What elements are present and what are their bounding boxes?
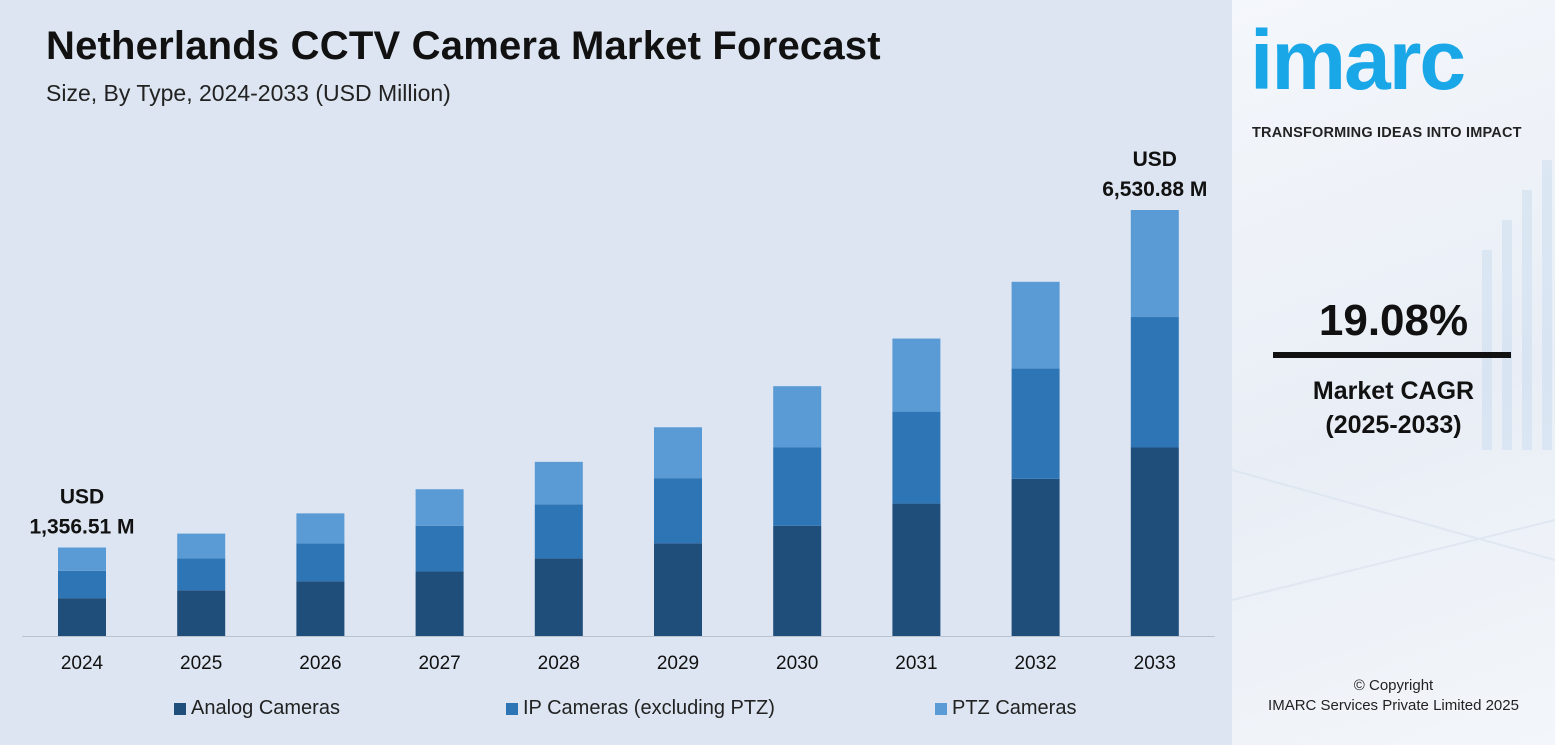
chart-legend: Analog Cameras IP Cameras (excluding PTZ)… xyxy=(0,697,1232,723)
bar-2030-series-0 xyxy=(773,525,822,636)
bar-2026-series-2 xyxy=(296,513,345,544)
cagr-divider xyxy=(1273,352,1511,358)
bar-2027-series-0 xyxy=(415,571,464,636)
bar-2032-series-0 xyxy=(1011,478,1060,636)
x-tick-label-2029: 2029 xyxy=(657,653,699,674)
x-tick-label-2025: 2025 xyxy=(180,653,222,674)
chart-subtitle: Size, By Type, 2024-2033 (USD Million) xyxy=(46,80,451,106)
copyright-line2: IMARC Services Private Limited 2025 xyxy=(1268,697,1519,714)
x-tick-label-2031: 2031 xyxy=(895,653,937,674)
bar-2031-series-1 xyxy=(892,411,941,504)
bar-2032-series-2 xyxy=(1011,281,1060,369)
bar-2024-series-0 xyxy=(58,598,106,636)
total-label-2024-line2: 1,356.51 M xyxy=(29,516,134,539)
bar-2030-series-2 xyxy=(773,386,822,448)
bar-2032-series-1 xyxy=(1011,368,1060,479)
bar-2033-series-1 xyxy=(1130,317,1179,448)
background-decoration xyxy=(1232,160,1555,601)
total-label-2033-line2: 6,530.88 M xyxy=(1102,178,1207,201)
bar-2031-series-2 xyxy=(892,338,941,412)
bar-2031-series-0 xyxy=(892,503,941,636)
stacked-bar-chart: 2024 2025 2026 2027 2028 2029 2030 2031 2032 2033… xyxy=(22,148,1215,674)
bar-2033-series-2 xyxy=(1130,210,1179,318)
cagr-label: Market CAGR (2025-2033) xyxy=(1232,374,1555,442)
bar-2026-series-1 xyxy=(296,543,345,582)
x-tick-label-2030: 2030 xyxy=(776,653,818,674)
x-tick-label-2024: 2024 xyxy=(61,653,104,674)
legend-swatch-2 xyxy=(935,702,947,715)
bar-2029-series-2 xyxy=(654,427,702,479)
bar-2028-series-2 xyxy=(534,461,583,505)
x-tick-label-2032: 2032 xyxy=(1014,653,1056,674)
cagr-label-line1: Market CAGR xyxy=(1312,377,1475,405)
bar-2030-series-1 xyxy=(773,447,822,526)
logo-tagline: TRANSFORMING IDEAS INTO IMPACT xyxy=(1252,125,1522,141)
bar-2029-series-1 xyxy=(654,478,702,544)
legend-swatch-0 xyxy=(174,702,186,715)
info-panel: imarc TRANSFORMING IDEAS INTO IMPACT 19.… xyxy=(1232,0,1555,745)
x-tick-label-2028: 2028 xyxy=(538,653,580,674)
cagr-value: 19.08% xyxy=(1318,296,1469,345)
x-tick-label-2026: 2026 xyxy=(299,653,341,674)
cagr-label-line2: (2025-2033) xyxy=(1325,411,1462,439)
total-label-2033-line1: USD xyxy=(1133,148,1177,171)
bar-2024-series-1 xyxy=(58,570,106,599)
legend-item-0: Analog Cameras xyxy=(174,697,340,720)
bar-2029-series-0 xyxy=(654,543,702,636)
logo-wordmark: imarc xyxy=(1250,13,1466,107)
bar-2027-series-2 xyxy=(415,489,464,526)
bar-2028-series-0 xyxy=(534,558,583,636)
chart-panel: Netherlands CCTV Camera Market Forecast … xyxy=(0,0,1232,745)
bar-2033-series-0 xyxy=(1130,447,1179,636)
bar-2025-series-1 xyxy=(177,558,226,591)
bar-2026-series-0 xyxy=(296,581,345,636)
legend-item-1: IP Cameras (excluding PTZ) xyxy=(506,697,775,720)
copyright-line1: © Copyright xyxy=(1353,677,1434,694)
bar-2025-series-2 xyxy=(177,533,226,559)
legend-label-1: IP Cameras (excluding PTZ) xyxy=(523,697,775,719)
copyright: © Copyright IMARC Services Private Limit… xyxy=(1232,676,1555,716)
bar-2027-series-1 xyxy=(415,525,464,572)
legend-label-2: PTZ Cameras xyxy=(952,697,1077,719)
bar-2025-series-0 xyxy=(177,590,226,636)
legend-label-0: Analog Cameras xyxy=(191,697,340,719)
total-label-2024-line1: USD xyxy=(60,486,104,509)
imarc-logo: imarc xyxy=(1250,18,1550,102)
legend-swatch-1 xyxy=(506,702,518,715)
x-tick-label-2027: 2027 xyxy=(418,653,460,674)
legend-item-2: PTZ Cameras xyxy=(935,697,1076,720)
bar-2024-series-2 xyxy=(58,547,106,571)
bar-2028-series-1 xyxy=(534,504,583,559)
x-tick-label-2033: 2033 xyxy=(1134,653,1176,674)
chart-title: Netherlands CCTV Camera Market Forecast xyxy=(46,24,881,68)
